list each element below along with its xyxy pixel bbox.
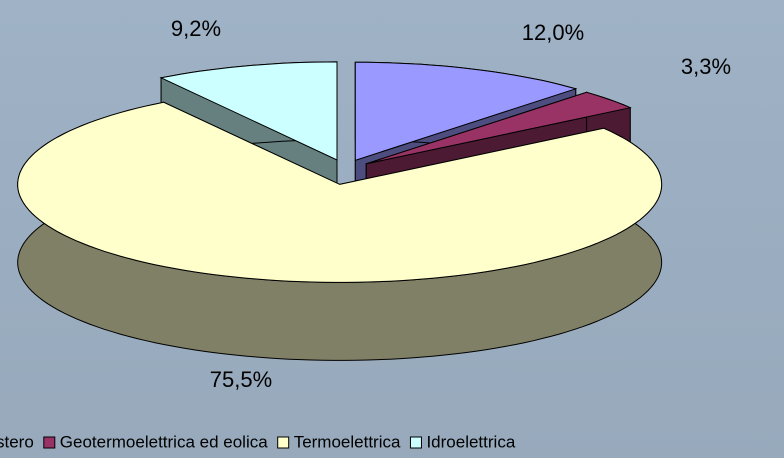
- slice: [159, 61, 338, 161]
- data-label: 3,3%: [681, 54, 731, 79]
- slice: [366, 91, 632, 165]
- data-label: 12,0%: [522, 20, 584, 45]
- data-label: 9,2%: [171, 16, 221, 41]
- legend-label: Idroelettrica: [426, 432, 515, 451]
- legend-label: Termoelettrica: [294, 432, 401, 451]
- legend-label: stero: [0, 432, 34, 451]
- data-label: 75,5%: [210, 367, 272, 392]
- legend-swatch: [409, 436, 422, 449]
- slice: [17, 101, 663, 283]
- slice: [354, 61, 578, 161]
- legend: stero Geotermoelettrica ed eolica Termoele…: [0, 432, 516, 451]
- legend-swatch: [277, 436, 290, 449]
- pie: 12,0% 3,3% 75,5% 9,2%: [17, 16, 731, 392]
- legend-label: Geotermoelettrica ed eolica: [60, 432, 268, 451]
- legend-swatch: [43, 436, 56, 449]
